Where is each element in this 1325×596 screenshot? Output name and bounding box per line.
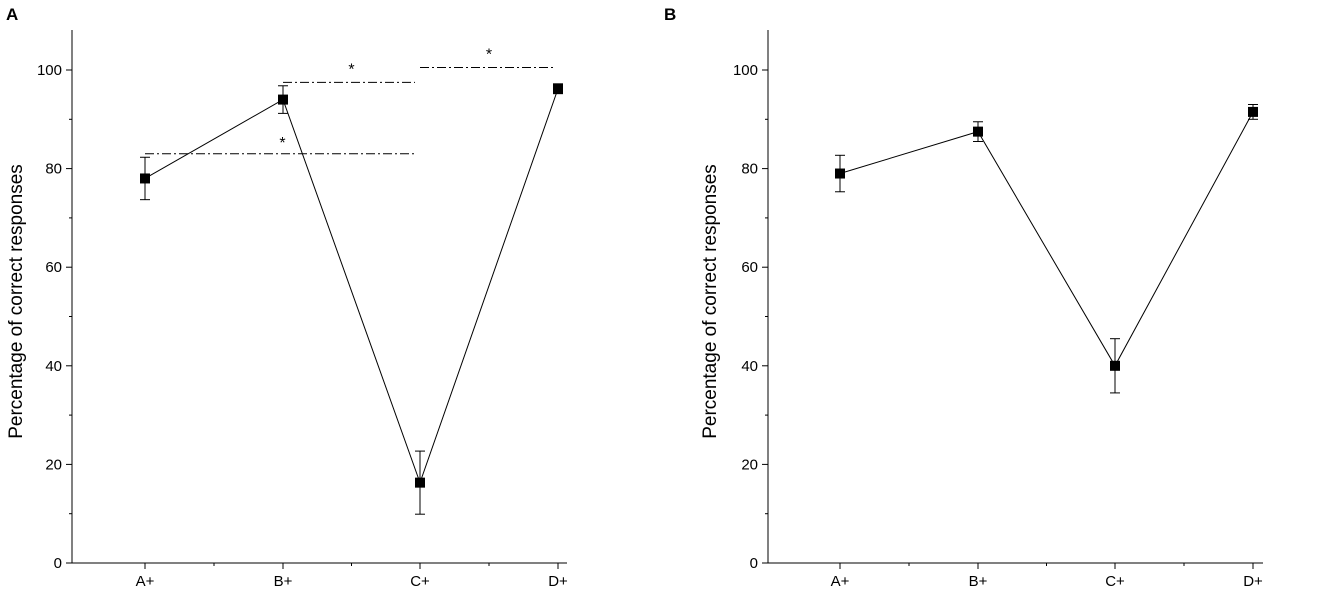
x-tick-label: A+ [831,573,850,590]
y-tick-label: 60 [45,259,62,276]
y-tick-label: 20 [741,456,758,473]
x-tick-label: B+ [274,573,293,590]
y-axis-title: Percentage of correct responses [700,164,721,439]
data-point-marker [140,173,150,184]
x-tick-label: B+ [969,573,988,590]
data-point-marker [278,94,288,105]
y-tick-label: 100 [37,62,62,79]
y-tick-label: 40 [741,358,758,375]
y-tick-label: 80 [741,161,758,178]
data-point-marker [553,83,563,94]
panel-a: A 0 20 40 60 80 100 A+ B+ C+ D+ Percentage of corr… [6,5,568,590]
data-point-marker [835,168,845,179]
x-tick-label: D+ [1243,573,1263,590]
x-tick-label: A+ [136,573,155,590]
data-point-marker [1110,360,1120,371]
y-tick-label: 20 [45,456,62,473]
significance-star: * [348,61,354,78]
significance-star: * [279,135,285,152]
data-point-marker [415,477,425,488]
data-point-marker [973,126,983,137]
panel-b-letter: B [664,5,676,24]
y-tick-label: 80 [45,161,62,178]
panel-b: B 0 20 40 60 80 100 A+ B+ C+ D+ Percentage of corr… [664,5,1263,590]
y-tick-label: 0 [54,555,62,572]
y-tick-label: 60 [741,259,758,276]
x-tick-label: D+ [548,573,568,590]
x-tick-label: C+ [410,573,430,590]
y-tick-label: 40 [45,358,62,375]
panel-a-letter: A [6,5,18,24]
significance-star: * [486,47,492,64]
series-line [144,88,559,485]
y-tick-label: 0 [750,555,758,572]
series-line [839,111,1254,367]
y-tick-label: 100 [733,62,758,79]
y-axis-title: Percentage of correct responses [6,164,27,439]
data-point-marker [1248,106,1258,117]
x-tick-label: C+ [1105,573,1125,590]
